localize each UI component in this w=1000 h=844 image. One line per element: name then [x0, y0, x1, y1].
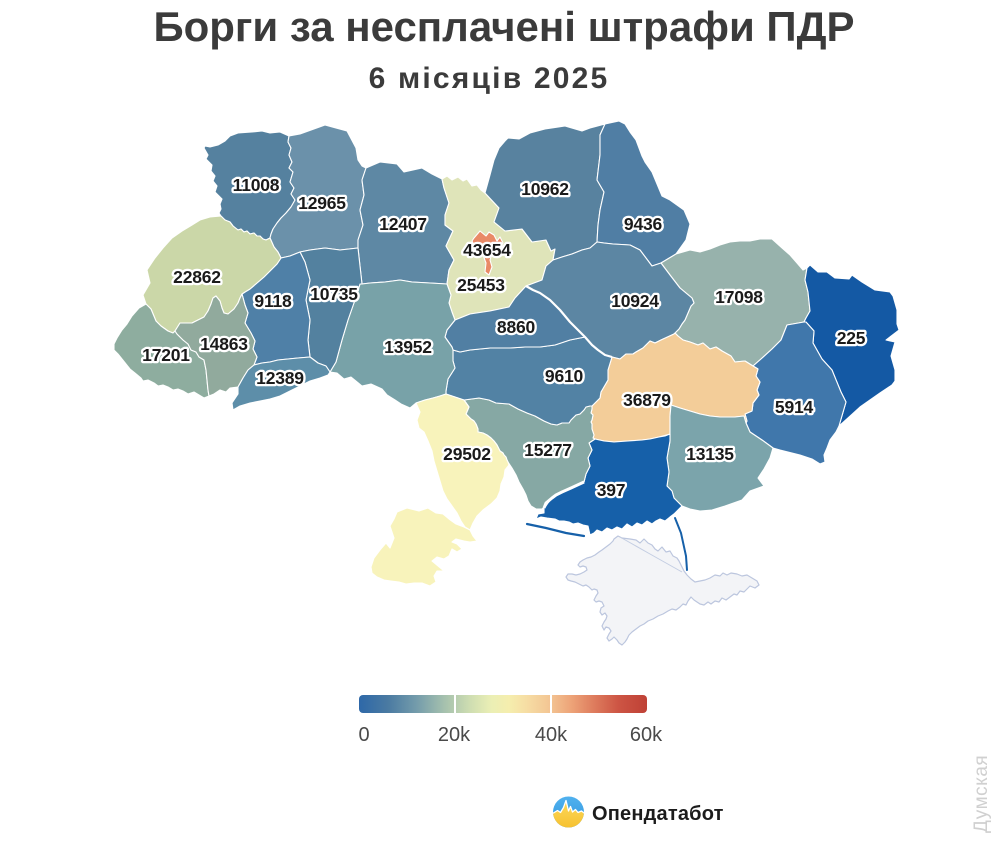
- svg-text:15277: 15277: [524, 440, 572, 460]
- svg-text:10924: 10924: [611, 291, 659, 311]
- svg-text:12389: 12389: [256, 368, 304, 388]
- svg-text:13135: 13135: [686, 444, 734, 464]
- svg-text:29502: 29502: [443, 444, 491, 464]
- svg-text:10962: 10962: [521, 179, 569, 199]
- svg-text:11008: 11008: [233, 175, 280, 195]
- svg-text:12407: 12407: [379, 214, 427, 234]
- svg-text:36879: 36879: [623, 390, 671, 410]
- svg-text:9610: 9610: [545, 366, 584, 386]
- svg-text:17201: 17201: [142, 345, 190, 365]
- svg-text:9436: 9436: [624, 214, 663, 234]
- svg-text:20k: 20k: [438, 724, 471, 746]
- svg-text:0: 0: [358, 724, 369, 746]
- svg-text:5914: 5914: [775, 397, 814, 417]
- svg-text:14863: 14863: [200, 334, 248, 354]
- svg-text:22862: 22862: [173, 267, 221, 287]
- svg-text:9118: 9118: [254, 291, 292, 311]
- svg-text:397: 397: [597, 480, 626, 500]
- svg-text:Опендатабот: Опендатабот: [592, 803, 724, 825]
- svg-text:225: 225: [837, 328, 866, 348]
- svg-text:25453: 25453: [457, 275, 505, 295]
- svg-text:40k: 40k: [535, 724, 568, 746]
- svg-text:12965: 12965: [298, 193, 346, 213]
- svg-text:17098: 17098: [715, 287, 763, 307]
- svg-text:60k: 60k: [630, 724, 663, 746]
- svg-text:13952: 13952: [384, 337, 432, 357]
- svg-text:43654: 43654: [463, 240, 511, 260]
- svg-text:8860: 8860: [497, 317, 536, 337]
- svg-text:10735: 10735: [310, 284, 358, 304]
